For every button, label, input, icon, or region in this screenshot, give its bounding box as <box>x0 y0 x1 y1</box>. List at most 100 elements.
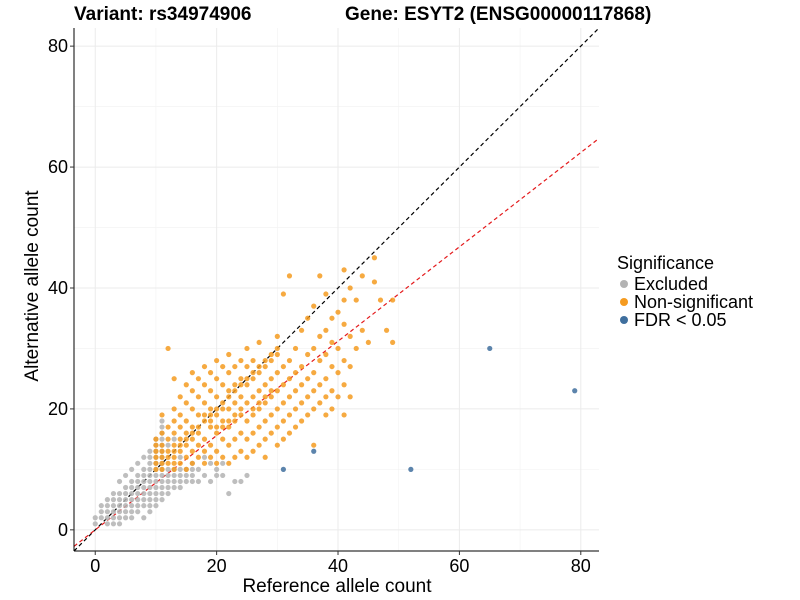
data-point-excluded <box>147 454 153 460</box>
data-point-excluded <box>122 509 129 515</box>
data-point-non-significant <box>323 351 329 358</box>
x-tick-label: 20 <box>207 556 227 576</box>
data-point-non-significant <box>262 357 268 364</box>
data-point-excluded <box>135 503 141 509</box>
reference-line-identity <box>74 28 599 551</box>
data-point-excluded <box>116 497 123 503</box>
data-point-non-significant <box>189 430 195 436</box>
data-point-excluded <box>147 509 153 515</box>
data-point-excluded <box>153 497 159 503</box>
data-point-non-significant <box>335 309 341 315</box>
data-point-excluded <box>165 442 171 448</box>
data-point-non-significant <box>226 424 232 430</box>
data-point-excluded <box>177 466 183 472</box>
data-point-non-significant <box>220 418 226 424</box>
data-point-excluded <box>147 490 153 497</box>
data-point-non-significant <box>353 297 359 303</box>
data-point-non-significant <box>177 436 183 442</box>
data-point-non-significant <box>159 442 165 448</box>
data-point-non-significant <box>335 345 341 352</box>
data-point-non-significant <box>262 382 268 388</box>
data-point-non-significant <box>292 370 299 376</box>
data-point-excluded <box>98 503 104 509</box>
data-point-non-significant <box>238 406 244 412</box>
data-point-non-significant <box>347 394 353 400</box>
data-point-non-significant <box>214 394 220 400</box>
y-tick-label: 80 <box>48 36 68 56</box>
data-point-excluded <box>122 472 129 479</box>
data-point-non-significant <box>341 357 347 364</box>
data-point-non-significant <box>311 370 317 376</box>
y-tick-label: 60 <box>48 157 68 177</box>
data-point-non-significant <box>323 291 329 297</box>
data-point-excluded <box>135 460 141 466</box>
data-point-non-significant <box>220 436 226 442</box>
data-point-non-significant <box>207 388 214 394</box>
data-point-non-significant <box>244 418 250 424</box>
data-point-excluded <box>116 503 123 509</box>
data-point-non-significant <box>244 345 250 352</box>
data-point-non-significant <box>365 339 371 346</box>
data-point-excluded <box>135 497 141 503</box>
data-point-non-significant <box>159 412 165 418</box>
data-point-non-significant <box>250 376 256 382</box>
data-point-non-significant <box>256 370 262 376</box>
data-point-excluded <box>92 521 98 527</box>
data-point-non-significant <box>165 454 171 460</box>
data-point-non-significant <box>189 460 195 466</box>
data-point-excluded <box>189 466 195 472</box>
data-point-excluded <box>183 478 189 485</box>
data-point-non-significant <box>286 273 293 279</box>
data-point-non-significant <box>153 466 159 472</box>
data-point-non-significant <box>220 454 226 460</box>
data-point-non-significant <box>262 394 268 400</box>
data-point-non-significant <box>189 424 195 430</box>
data-point-excluded <box>98 515 104 521</box>
data-point-non-significant <box>250 406 256 412</box>
data-point-non-significant <box>226 460 232 466</box>
data-point-non-significant <box>280 291 286 297</box>
data-point-excluded <box>110 503 117 509</box>
data-point-excluded <box>141 515 147 521</box>
data-point-non-significant <box>347 285 353 291</box>
data-point-non-significant <box>214 412 220 418</box>
data-point-excluded <box>122 484 129 491</box>
data-point-non-significant <box>201 363 208 370</box>
data-point-non-significant <box>238 382 244 388</box>
data-point-non-significant <box>292 345 299 352</box>
data-point-non-significant <box>341 412 347 418</box>
legend-label-fdr: FDR < 0.05 <box>634 309 727 330</box>
data-point-excluded <box>147 478 153 485</box>
data-point-non-significant <box>305 412 311 418</box>
data-point-excluded <box>129 497 135 503</box>
data-point-non-significant <box>171 406 177 412</box>
data-point-non-significant <box>359 273 365 279</box>
data-point-non-significant <box>256 442 262 448</box>
data-point-excluded <box>147 503 153 509</box>
data-point-non-significant <box>341 297 347 303</box>
data-point-non-significant <box>274 345 280 352</box>
data-point-non-significant <box>189 388 195 394</box>
data-point-excluded <box>122 515 129 521</box>
data-point-excluded <box>159 436 165 442</box>
data-point-non-significant <box>189 436 195 442</box>
data-point-non-significant <box>238 412 244 418</box>
data-point-excluded <box>153 478 159 485</box>
y-tick-label: 0 <box>58 520 68 540</box>
data-point-non-significant <box>195 442 202 448</box>
data-point-excluded <box>110 490 117 497</box>
data-point-non-significant <box>268 412 274 418</box>
data-point-non-significant <box>299 418 305 424</box>
legend-marker-excluded <box>620 280 628 288</box>
data-point-non-significant <box>268 394 274 400</box>
data-point-non-significant <box>347 333 353 339</box>
data-point-excluded <box>244 472 250 479</box>
data-point-non-significant <box>232 363 238 370</box>
data-point-non-significant <box>159 466 165 472</box>
data-point-non-significant <box>214 460 220 466</box>
data-point-non-significant <box>201 460 208 466</box>
data-point-excluded <box>171 478 177 485</box>
data-point-excluded <box>141 478 147 485</box>
data-point-non-significant <box>195 424 202 430</box>
data-point-non-significant <box>256 424 262 430</box>
